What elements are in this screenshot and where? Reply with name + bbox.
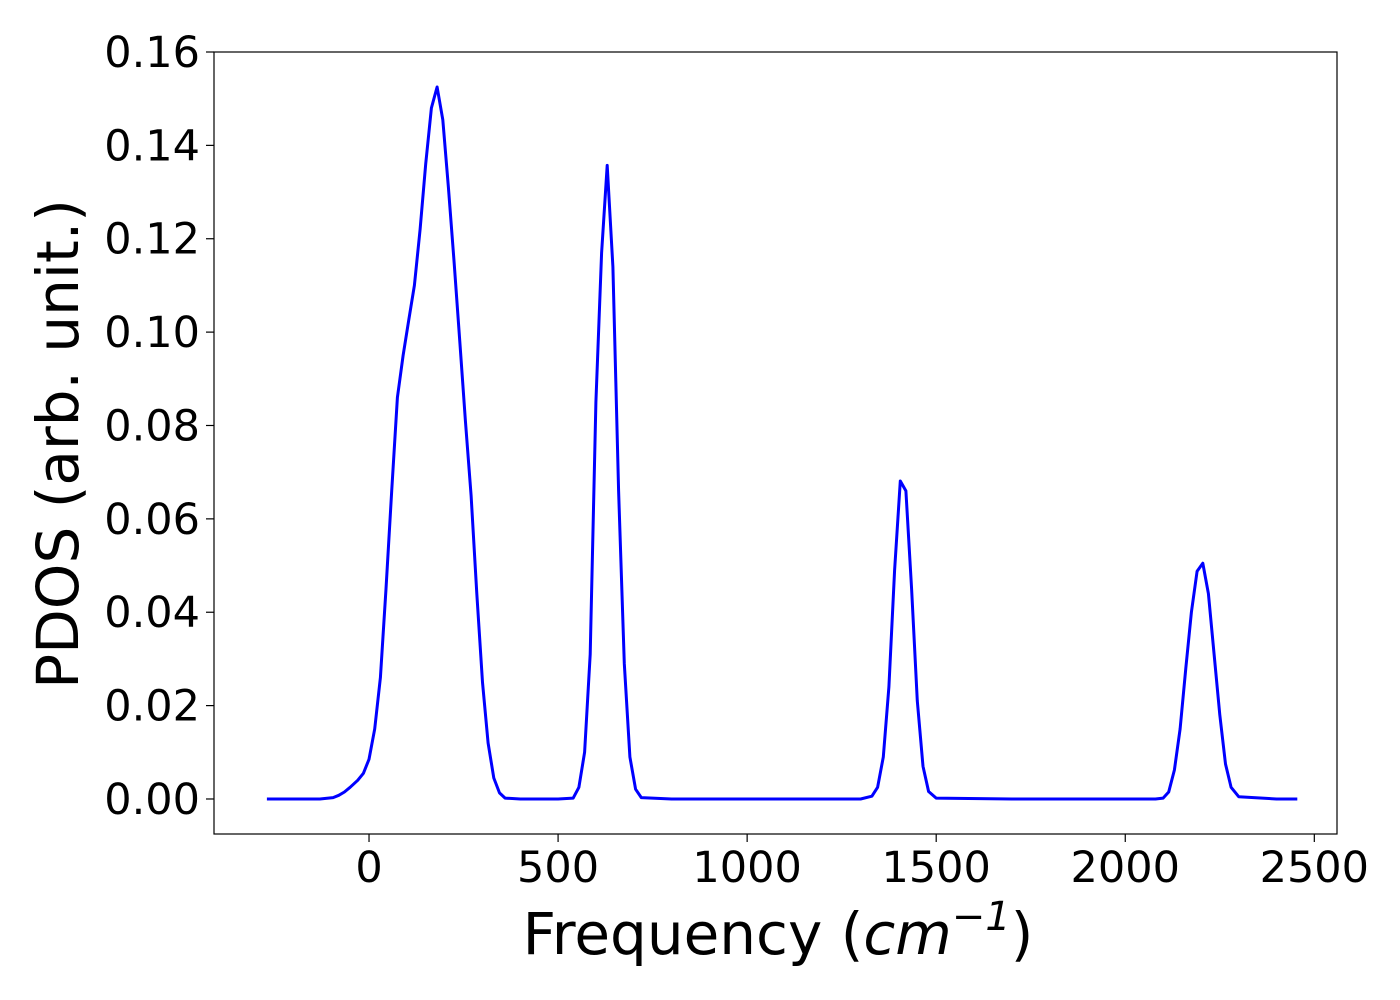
x-tick-label: 1500 bbox=[881, 843, 990, 893]
x-tick-label: 0 bbox=[355, 843, 382, 893]
y-tick-label: 0.04 bbox=[104, 588, 200, 638]
x-tick-label: 2500 bbox=[1260, 843, 1369, 893]
y-tick-label: 0.10 bbox=[104, 308, 200, 358]
y-tick-label: 0.14 bbox=[104, 121, 200, 171]
y-tick-label: 0.00 bbox=[104, 775, 200, 825]
y-tick-label: 0.08 bbox=[104, 401, 200, 451]
x-tick-label: 2000 bbox=[1071, 843, 1180, 893]
x-tick-label: 1000 bbox=[692, 843, 801, 893]
x-axis-unit-exponent: −1 bbox=[952, 894, 1011, 940]
x-tick-label: 500 bbox=[517, 843, 599, 893]
plot-area bbox=[266, 85, 1298, 801]
x-axis-label: Frequency (cm−1) bbox=[523, 894, 1034, 968]
x-axis-unit: cm bbox=[863, 900, 951, 968]
x-axis-label-text: Frequency bbox=[523, 900, 823, 968]
axes: 0 500 1000 1500 2000 2500 0.00 0.02 0.04 0.06 0.08… bbox=[104, 28, 1369, 893]
y-tick-label: 0.16 bbox=[104, 28, 200, 78]
plot-frame bbox=[213, 51, 1338, 835]
y-axis-label: PDOS (arb. unit.) bbox=[24, 199, 92, 689]
series-line-0 bbox=[266, 85, 1298, 801]
y-tick-label: 0.02 bbox=[104, 682, 200, 732]
y-tick-label: 0.06 bbox=[104, 495, 200, 545]
y-tick-label: 0.12 bbox=[104, 215, 200, 265]
